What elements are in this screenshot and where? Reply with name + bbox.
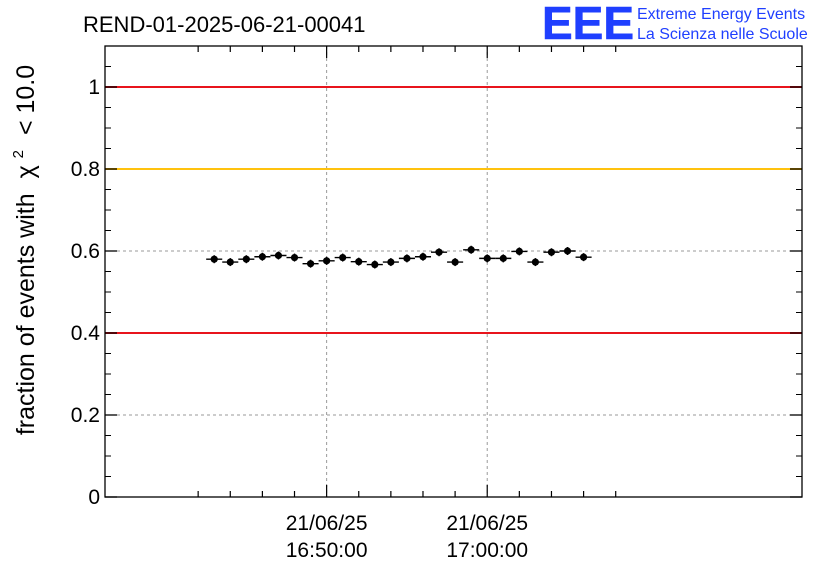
data-point-21 — [543, 248, 560, 257]
data-point-6 — [302, 259, 319, 268]
data-point-4 — [270, 251, 287, 260]
axis-ticks — [105, 46, 802, 498]
data-point-marker-14 — [435, 248, 443, 256]
data-point-19 — [511, 247, 528, 256]
data-point-18 — [495, 254, 512, 263]
x-tick-time-1: 17:00:00 — [446, 539, 528, 562]
x-tick-date-1: 21/06/25 — [446, 512, 528, 535]
chart-title: REND-01-2025-06-21-00041 — [83, 12, 366, 37]
data-point-marker-6 — [306, 260, 315, 268]
data-point-marker-1 — [226, 258, 234, 266]
data-point-3 — [254, 252, 271, 261]
x-tick-date-0: 21/06/25 — [286, 512, 368, 535]
data-point-0 — [206, 255, 223, 264]
y-tick-label-1: 0.2 — [71, 404, 100, 427]
data-point-marker-23 — [579, 253, 588, 261]
y-axis-label-text: fraction of events with — [12, 193, 40, 435]
data-point-marker-3 — [258, 253, 266, 261]
data-point-7 — [318, 256, 335, 265]
plot-frame — [104, 45, 803, 498]
y-axis-label-symbol: χ — [12, 165, 40, 178]
data-point-marker-18 — [499, 254, 507, 262]
data-point-marker-13 — [419, 253, 427, 261]
plot-border — [104, 45, 803, 498]
y-tick-label-2: 0.4 — [71, 322, 101, 345]
data-point-marker-4 — [274, 251, 283, 260]
data-point-marker-7 — [323, 257, 331, 265]
x-tick-labels: 21/06/25 16:50:00 21/06/25 17:00:00 — [286, 512, 528, 562]
data-point-20 — [527, 258, 544, 267]
data-point-marker-17 — [483, 254, 491, 262]
logo-line-1: Extreme Energy Events — [637, 6, 805, 23]
y-tick-label-0: 0 — [88, 486, 100, 509]
data-point-marker-8 — [339, 253, 347, 262]
data-point-marker-21 — [547, 248, 556, 256]
data-point-14 — [431, 248, 448, 257]
data-point-marker-19 — [515, 247, 523, 256]
data-point-marker-15 — [451, 258, 459, 266]
data-point-23 — [575, 253, 592, 262]
data-point-marker-5 — [290, 253, 299, 262]
data-point-10 — [366, 260, 383, 269]
y-axis-label: fraction of events with χ 2 < 10.0 — [1, 65, 40, 435]
data-point-marker-0 — [210, 255, 218, 263]
data-point-marker-22 — [563, 247, 572, 255]
data-point-1 — [222, 258, 239, 267]
data-point-5 — [286, 253, 303, 262]
y-axis-label-superscript: 2 — [10, 150, 27, 158]
grid-lines — [105, 46, 802, 497]
data-point-marker-20 — [531, 258, 540, 266]
y-tick-label-4: 0.8 — [71, 158, 100, 181]
y-tick-label-3: 0.6 — [71, 240, 100, 263]
reference-lines — [105, 86, 802, 334]
data-point-22 — [559, 247, 576, 255]
data-point-13 — [414, 252, 432, 261]
data-point-marker-2 — [242, 255, 250, 263]
data-point-2 — [238, 255, 255, 264]
data-point-marker-12 — [403, 254, 411, 262]
data-point-9 — [350, 257, 367, 266]
data-point-marker-11 — [387, 258, 395, 266]
y-tick-labels: 0 0.2 0.4 0.6 0.8 1 — [71, 76, 101, 509]
data-point-8 — [334, 253, 351, 262]
y-tick-label-5: 1 — [88, 76, 100, 99]
data-point-17 — [479, 254, 496, 263]
data-point-16 — [463, 245, 480, 254]
data-points — [206, 245, 592, 269]
data-point-marker-16 — [467, 246, 475, 254]
data-point-marker-10 — [371, 260, 379, 269]
x-tick-time-0: 16:50:00 — [286, 539, 368, 562]
data-point-11 — [382, 258, 399, 267]
y-axis-label-suffix: < 10.0 — [12, 65, 40, 135]
data-point-12 — [398, 254, 415, 263]
logo-line-2: La Scienza nelle Scuole — [637, 26, 808, 43]
eee-logo: EEE Extreme Energy Events La Scienza nel… — [542, 0, 808, 49]
data-point-15 — [447, 258, 464, 267]
logo-acronym: EEE — [542, 0, 634, 49]
data-point-marker-9 — [355, 258, 363, 266]
